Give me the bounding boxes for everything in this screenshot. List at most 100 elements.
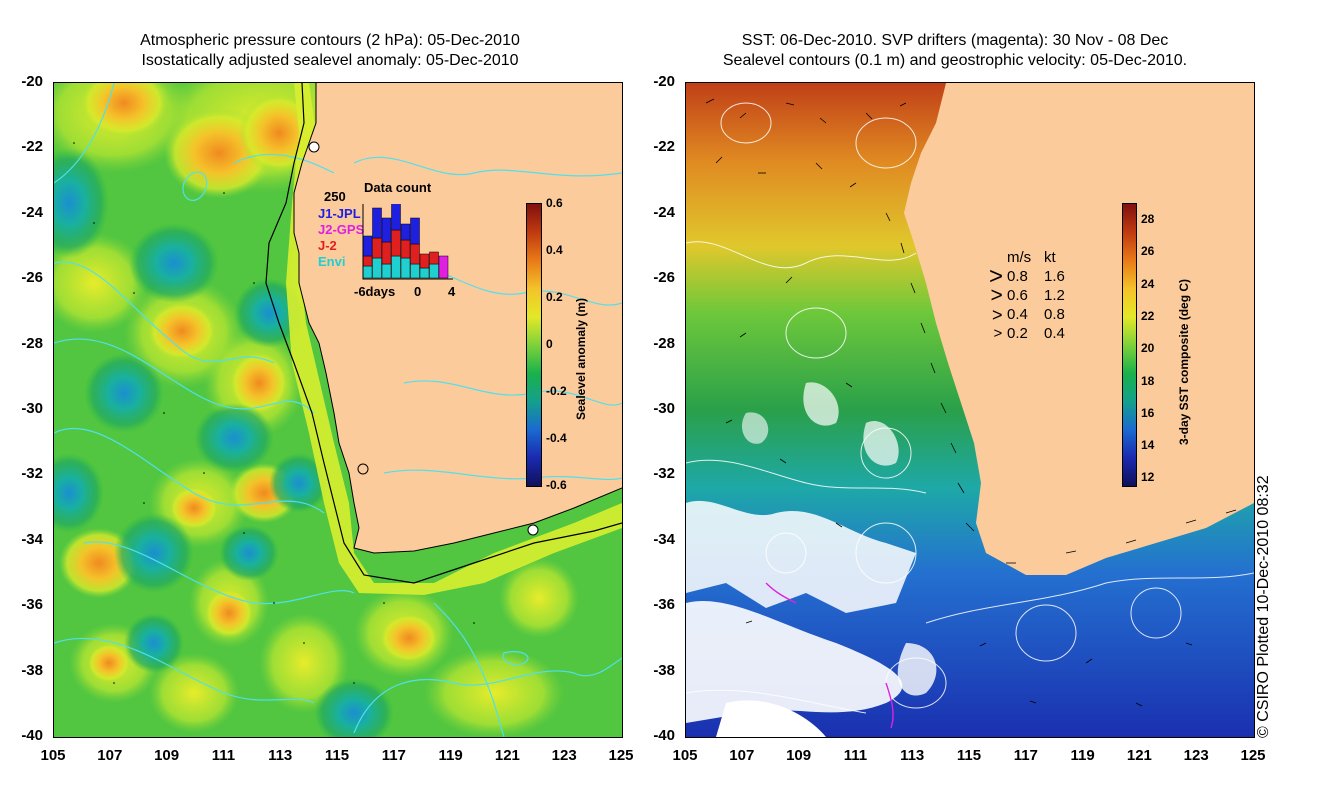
histogram-bar <box>410 217 420 245</box>
histogram-bar <box>391 204 401 231</box>
colorbar-tick-label: 12 <box>1141 470 1155 485</box>
y-tick-label: -34 <box>653 530 675 548</box>
colorbar-tick-label: 16 <box>1141 405 1155 420</box>
y-tick-label: -40 <box>653 727 675 744</box>
velocity-legend-ms: 0.8 <box>1007 268 1028 285</box>
right-title-line2: Sealevel contours (0.1 m) and geostrophi… <box>722 52 1188 69</box>
y-tick-label: -24 <box>653 203 675 221</box>
colorbar-tick-label: 0 <box>546 337 553 351</box>
histogram-bar <box>362 255 373 267</box>
y-tick-label: -38 <box>653 661 675 679</box>
data-count-xlabel-end: 4 <box>448 284 456 299</box>
velocity-legend-ms: 0.6 <box>1007 287 1028 304</box>
colorbar-tick-label: 0.2 <box>546 290 563 304</box>
x-tick-label: 115 <box>324 747 350 764</box>
colorbar-tick-label: 28 <box>1141 212 1155 226</box>
x-tick-label: 123 <box>1183 747 1209 764</box>
x-tick-label: 109 <box>154 747 180 764</box>
velocity-arrow-icon: > <box>993 325 1003 342</box>
x-tick-label: 115 <box>956 747 982 764</box>
y-tick-label: -28 <box>653 334 675 352</box>
y-tick-label: -30 <box>653 400 675 417</box>
colorbar-tick-label: 26 <box>1141 244 1155 259</box>
x-tick-label: 107 <box>97 747 123 764</box>
histogram-bar <box>362 235 373 257</box>
y-tick-label: -22 <box>653 138 675 156</box>
histogram-axis <box>362 204 453 280</box>
right-title-line1: SST: 06-Dec-2010. SVP drifters (magenta)… <box>741 32 1169 49</box>
x-tick-label: 117 <box>381 747 406 764</box>
colorbar-tick-label: 24 <box>1141 276 1155 291</box>
colorbar-tick-label: 14 <box>1141 438 1155 453</box>
sealevel-colorbar-title: Sealevel anomaly (m) <box>574 297 588 420</box>
histogram-bar <box>400 223 411 241</box>
colorbar-tick-label: 22 <box>1141 308 1155 323</box>
x-tick-label: 109 <box>786 747 812 764</box>
colorbar-tick-label: 20 <box>1141 341 1155 356</box>
sealevel-anomaly-map <box>54 83 622 737</box>
velocity-legend-kt: 0.4 <box>1044 325 1065 342</box>
colorbar-tick-label: -0.6 <box>546 478 567 492</box>
y-tick-label: -26 <box>21 269 43 287</box>
satellite-legend-item: Envi <box>318 254 346 269</box>
x-tick-label: 125 <box>1240 747 1266 764</box>
colorbar-tick-label: -0.2 <box>546 384 567 398</box>
colorbar-tick-label: -0.4 <box>546 431 567 445</box>
histogram-bar <box>419 253 430 269</box>
colorbar-tick-label: 0.4 <box>546 243 563 257</box>
x-tick-label: 105 <box>40 747 66 764</box>
y-tick-label: -38 <box>21 661 43 679</box>
velocity-legend-header-kt: kt <box>1044 249 1056 266</box>
velocity-arrow-icon: > <box>989 263 1004 290</box>
data-count-title: Data count <box>364 180 432 195</box>
histogram-bar <box>400 239 411 259</box>
csiro-credit: © CSIRO Plotted 10-Dec-2010 08:32 <box>1255 475 1272 738</box>
sealevel-contours <box>686 102 1254 714</box>
y-tick-label: -20 <box>653 73 675 90</box>
velocity-legend-kt: 1.6 <box>1044 268 1065 285</box>
cloud-mask <box>686 382 937 737</box>
histogram-bar <box>419 267 430 279</box>
altimeter-track-dots <box>73 142 475 684</box>
histogram-bar <box>381 241 392 265</box>
data-count-max: 250 <box>324 189 346 204</box>
left-title-line2: Isostatically adjusted sealevel anomaly:… <box>141 52 519 69</box>
y-tick-label: -32 <box>653 465 675 483</box>
x-tick-label: 111 <box>211 747 236 764</box>
y-tick-label: -22 <box>21 138 43 156</box>
y-tick-label: -24 <box>21 203 43 221</box>
velocity-legend-ms: 0.4 <box>1007 306 1028 323</box>
geostrophic-velocity-arrows <box>705 98 1237 707</box>
colorbar-tick-label: 0.6 <box>546 196 563 210</box>
right-map <box>685 82 1255 738</box>
velocity-legend-kt: 0.8 <box>1044 306 1065 323</box>
svp-drifter-tracks <box>765 582 894 729</box>
histogram-bar <box>391 229 401 257</box>
histogram-bar <box>362 265 373 279</box>
x-tick-label: 107 <box>729 747 755 764</box>
x-tick-label: 119 <box>438 747 463 764</box>
pressure-contours <box>54 83 622 737</box>
y-tick-label: -32 <box>21 465 43 483</box>
y-tick-label: -20 <box>21 73 43 90</box>
histogram-bar <box>372 237 382 259</box>
data-count-xlabel-zero: 0 <box>414 284 422 299</box>
australia-landmass-sst <box>904 83 1254 575</box>
x-tick-label: 119 <box>1070 747 1095 764</box>
x-tick-label: 125 <box>608 747 634 764</box>
colorbar-tick-label: 18 <box>1141 373 1155 388</box>
histogram-bar <box>429 251 439 265</box>
velocity-legend-kt: 1.2 <box>1044 287 1065 304</box>
left-title-line1: Atmospheric pressure contours (2 hPa): 0… <box>140 32 520 49</box>
y-tick-label: -34 <box>21 530 43 548</box>
x-tick-label: 113 <box>268 747 293 764</box>
velocity-arrow-icon: > <box>992 305 1003 325</box>
y-tick-label: -36 <box>653 596 675 614</box>
y-tick-label: -26 <box>653 269 675 287</box>
histogram-bar <box>438 255 449 279</box>
x-tick-label: 121 <box>1126 747 1152 764</box>
velocity-legend-header-ms: m/s <box>1007 249 1032 266</box>
y-tick-label: -28 <box>21 334 43 352</box>
sst-map <box>686 83 1254 737</box>
histogram-bar <box>410 263 420 279</box>
